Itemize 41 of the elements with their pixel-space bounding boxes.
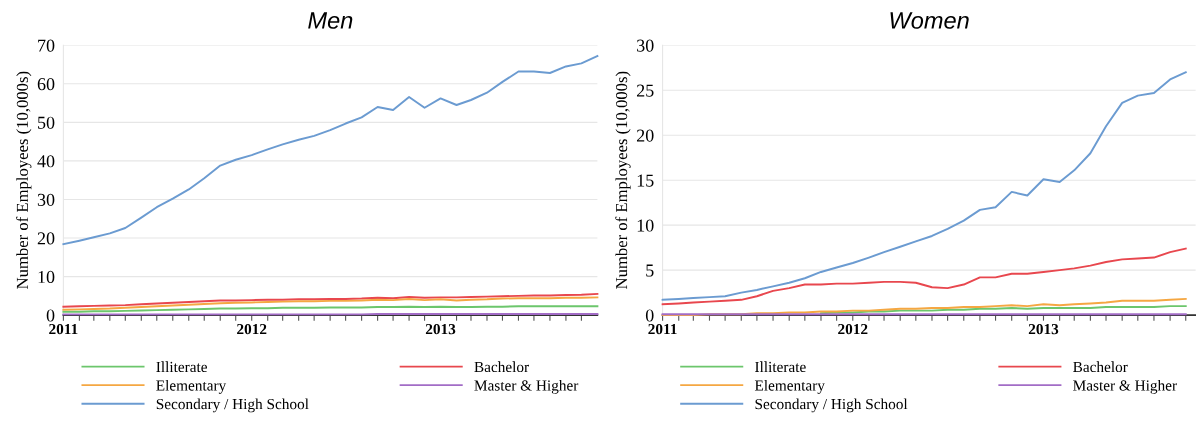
line-series [62,296,599,311]
y-tick-label: 10 [38,270,55,284]
x-tick-label: 2013 [1028,323,1059,335]
y-tick-label: 70 [38,39,55,52]
legend-label: Master & Higher [1073,379,1177,394]
y-tick-label: 25 [636,84,654,97]
legend-label: Illiterate [156,361,207,373]
x-tick-label: 2012 [237,323,267,335]
line-series [661,71,1187,301]
legend-label: Secondary / High School [156,398,309,413]
line-series [62,292,599,308]
y-tick-label: 30 [37,193,55,206]
y-tick-label: 20 [636,129,654,142]
y-tick-label: 15 [637,174,654,187]
y-tick-label: 50 [38,116,55,129]
line-series [661,247,1187,306]
y-tick-label: 40 [37,155,55,168]
legend-label: Master & Higher [474,379,579,394]
y-axis-title: Number of Employees (10,000s) [615,71,631,289]
line-series [62,55,599,246]
y-axis-title: Number of Employees (10,000s) [16,71,32,289]
legend-label: Illiterate [755,361,806,373]
legend-label: Bachelor [1073,361,1128,373]
chart-title: Men [308,12,353,29]
y-tick-label: 0 [46,309,55,322]
y-tick-label: 5 [646,264,654,277]
x-tick-label: 2012 [838,323,868,335]
legend-label: Elementary [754,379,825,394]
legend-label: Elementary [156,379,227,394]
x-tick-label: 2011 [648,323,677,335]
x-tick-label: 2011 [49,323,78,335]
line-series [661,297,1187,317]
y-tick-label: 20 [37,232,55,245]
y-tick-label: 30 [637,39,654,52]
y-tick-label: 60 [37,78,55,91]
y-tick-label: 0 [645,309,654,322]
y-tick-label: 10 [637,219,654,232]
chart-title: Women [890,12,969,29]
legend-label: Secondary / High School [755,398,908,413]
legend-label: Bachelor [474,361,529,373]
x-tick-label: 2013 [425,323,456,335]
